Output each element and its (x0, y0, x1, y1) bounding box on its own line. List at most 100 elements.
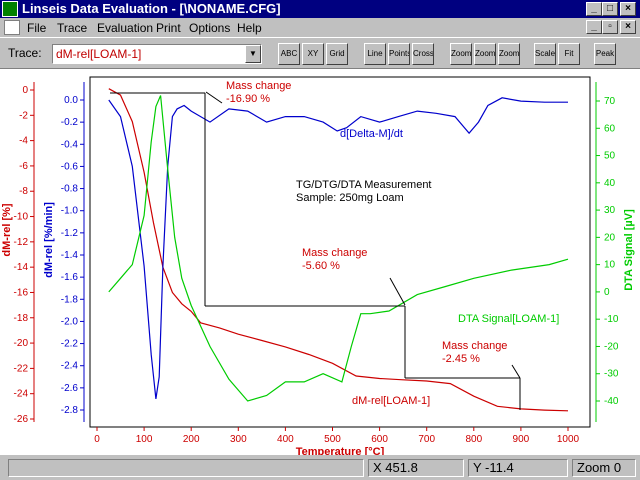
blue-axis-tick-label: -2.8 (61, 405, 79, 416)
green-axis-tick-label: 50 (604, 151, 616, 162)
red-axis-tick-label: -2 (19, 110, 28, 121)
blue-axis-tick-label: 0.0 (64, 95, 78, 106)
menu-bar: File Trace Evaluation Print Options Help… (0, 18, 640, 37)
green-axis-tick-label: 40 (604, 178, 616, 189)
peak-icon: Peak (595, 49, 615, 58)
red-axis-tick-label: -14 (14, 262, 29, 273)
red-axis-tick-label: -22 (14, 363, 29, 374)
trace-label: Trace: (8, 46, 42, 60)
status-zoom: Zoom 0 (572, 459, 636, 477)
green-axis-tick-label: -20 (604, 341, 619, 352)
x-axis-tick-label: 500 (324, 434, 341, 445)
tg-series-label: dM-rel[LOAM-1] (352, 395, 430, 407)
red-axis-tick-label: -8 (19, 186, 28, 197)
cross-button[interactable]: Cross (412, 43, 434, 65)
document-icon[interactable] (4, 20, 20, 35)
status-y: Y -11.4 (468, 459, 568, 477)
line-icon: Line (367, 49, 383, 58)
dtg-series-line (108, 97, 568, 399)
toolbar: Trace: dM-rel[LOAM-1] ▼ ABC XY Grid Line… (0, 37, 640, 69)
zoom-out-button[interactable]: Zoom- (498, 43, 520, 65)
chart-title: TG/DTG/DTA Measurement (296, 179, 432, 191)
x-axis-tick-label: 800 (465, 434, 482, 445)
menu-evaluation[interactable]: Evaluation (97, 21, 154, 35)
mass-change-2-pointer (389, 277, 406, 306)
status-bar: X 451.8 Y -11.4 Zoom 0 (0, 455, 640, 480)
green-axis-tick-label: 70 (604, 96, 616, 107)
green-axis-tick-label: -40 (604, 396, 619, 407)
red-axis-tick-label: -10 (14, 212, 29, 223)
mass-change-2-label: Mass change (302, 247, 367, 259)
mass-change-3-pointer (511, 364, 521, 379)
cross-icon: Cross (413, 49, 434, 58)
green-axis-tick-label: -30 (604, 369, 619, 380)
red-axis-title: dM-rel [%] (1, 203, 13, 257)
doc-minimize-button[interactable]: _ (586, 20, 602, 34)
menu-trace[interactable]: Trace (57, 21, 88, 35)
x-axis-tick-label: 600 (371, 434, 388, 445)
app-icon (2, 1, 18, 17)
red-axis-tick-label: 0 (22, 85, 28, 96)
window-title: Linseis Data Evaluation - [\NONAME.CFG] (22, 1, 281, 16)
red-axis-tick-label: -4 (19, 136, 28, 147)
x-axis-tick-label: 1000 (557, 434, 580, 445)
points-button[interactable]: Points (388, 43, 410, 65)
doc-close-button[interactable]: × (620, 20, 636, 34)
abc-button[interactable]: ABC (278, 43, 300, 65)
menu-print[interactable]: Print (156, 21, 181, 35)
status-x: X 451.8 (368, 459, 464, 477)
status-message (8, 459, 364, 477)
menu-options[interactable]: Options (189, 21, 231, 35)
trace-select[interactable]: dM-rel[LOAM-1] ▼ (52, 44, 262, 64)
peak-button[interactable]: Peak (594, 43, 616, 65)
blue-axis-title: dM-rel [%/min] (43, 202, 55, 278)
mass-change-2-value: -5.60 % (302, 260, 340, 272)
doc-restore-button[interactable]: ▫ (602, 20, 618, 34)
blue-axis-tick-label: -2.0 (61, 316, 79, 327)
blue-axis-tick-label: -1.0 (61, 206, 79, 217)
zoom-in-icon: Zoom+ (475, 49, 496, 58)
zoom-in-button[interactable]: Zoom+ (474, 43, 496, 65)
blue-axis-tick-label: -1.2 (61, 228, 79, 239)
scale-icon: Scale (535, 49, 556, 58)
green-axis-tick-label: 0 (604, 287, 610, 298)
tg-series-line (108, 88, 569, 412)
x-axis-tick-label: 700 (418, 434, 435, 445)
x-axis-tick-label: 0 (94, 434, 100, 445)
xy-icon: XY (307, 49, 319, 58)
red-axis-tick-label: -12 (14, 237, 29, 248)
chevron-down-icon[interactable]: ▼ (245, 45, 261, 63)
tg-dtg-dta-chart[interactable]: 0 -2 -4 -6 -8 -10 -12 -14 -16 -18 -20 -22 -24 -26 dM-r… (0, 69, 640, 458)
menu-file[interactable]: File (27, 21, 47, 35)
blue-axis-tick-label: -0.2 (61, 117, 79, 128)
dta-series-label: DTA Signal[LOAM-1] (458, 313, 559, 325)
line-button[interactable]: Line (364, 43, 386, 65)
zoom-button[interactable]: Zoom (450, 43, 472, 65)
zoom-out-icon: Zoom- (499, 49, 520, 58)
mass-change-3-label: Mass change (442, 340, 507, 352)
points-icon: Points (389, 49, 410, 58)
zoom-icon: Zoom (451, 49, 472, 58)
minimize-button[interactable]: _ (586, 2, 602, 16)
menu-help[interactable]: Help (237, 21, 262, 35)
blue-axis-tick-label: -2.2 (61, 339, 79, 350)
scale-button[interactable]: Scale (534, 43, 556, 65)
fit-button[interactable]: Fit (558, 43, 580, 65)
red-axis-tick-label: -16 (14, 287, 29, 298)
red-axis-tick-label: -26 (14, 414, 29, 425)
dta-series-line (108, 95, 569, 402)
grid-button[interactable]: Grid (326, 43, 348, 65)
plot-frame (89, 76, 591, 428)
green-axis-tick-label: 20 (604, 232, 616, 243)
grid-icon: Grid (329, 49, 345, 58)
mass-change-1-pointer (205, 91, 223, 104)
maximize-button[interactable]: □ (602, 2, 618, 16)
green-axis-tick-label: 10 (604, 260, 616, 271)
x-axis-tick-label: 200 (183, 434, 200, 445)
plot-window[interactable]: 0 -2 -4 -6 -8 -10 -12 -14 -16 -18 -20 -22 -24 -26 dM-r… (0, 69, 640, 458)
title-bar: Linseis Data Evaluation - [\NONAME.CFG] … (0, 0, 640, 18)
x-axis-title: Temperature [°C] (296, 446, 385, 455)
xy-button[interactable]: XY (302, 43, 324, 65)
close-button[interactable]: × (620, 2, 636, 16)
blue-axis-tick-label: -0.6 (61, 161, 79, 172)
